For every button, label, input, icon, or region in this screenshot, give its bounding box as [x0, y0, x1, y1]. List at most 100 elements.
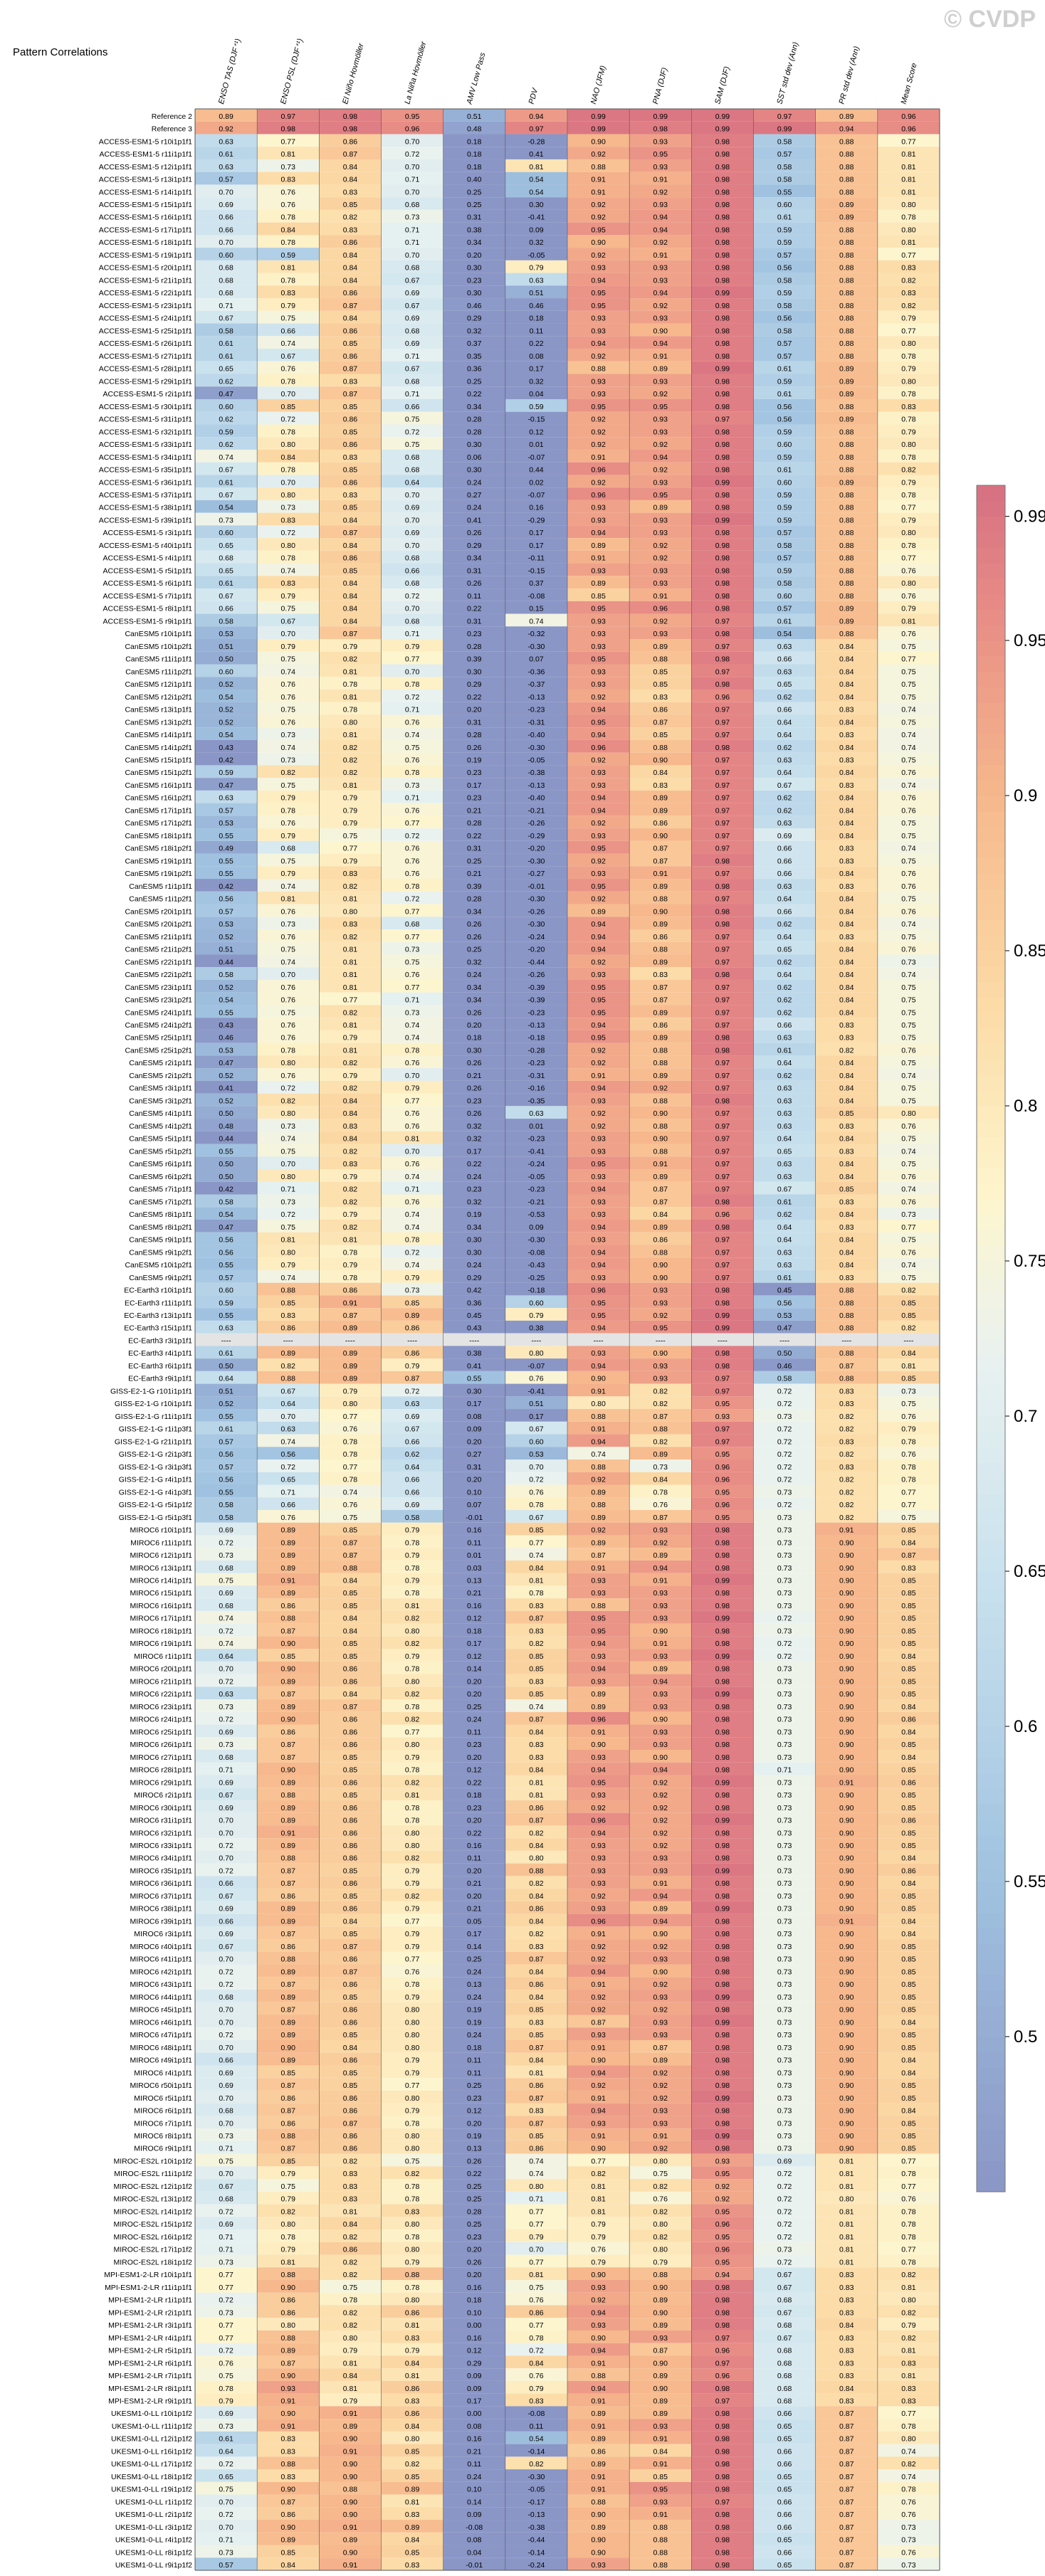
row-label: MIROC6 r23i1p1f1 [130, 1703, 192, 1711]
cell-value-label: 0.92 [653, 617, 668, 625]
cell-value-label: 0.91 [591, 453, 606, 462]
cell-value-label: 0.98 [715, 428, 730, 436]
cell-value-label: 0.78 [343, 1248, 358, 1257]
heatmap-cell [753, 109, 816, 122]
heatmap-cell [381, 639, 443, 652]
cell-value-label: 0.91 [591, 1930, 606, 1938]
cell-value-label: 0.90 [591, 2334, 606, 2343]
cell-value-label: 0.63 [777, 1160, 792, 1168]
cell-value-label: 0.99 [715, 1993, 730, 2002]
heatmap-cell [567, 260, 630, 273]
cell-value-label: 0.85 [343, 2069, 358, 2077]
cell-value-label: 0.77 [405, 933, 420, 941]
cell-value-label: 0.73 [777, 1716, 792, 1724]
cell-value-label: 0.79 [343, 857, 358, 865]
cell-value-label: 0.89 [839, 478, 854, 487]
cell-value-label: 0.98 [715, 566, 730, 575]
heatmap-cell [567, 462, 630, 475]
cell-value-label: 0.78 [281, 1046, 296, 1055]
cell-value-label: 0.58 [219, 1501, 233, 1509]
heatmap-cell [691, 248, 754, 260]
cell-value-label: 0.92 [591, 1804, 606, 1812]
colorbar-segment [977, 1726, 1005, 1743]
cell-value-label: 0.86 [529, 2308, 544, 2317]
colorbar-segment [977, 1602, 1005, 1618]
colorbar-segment [977, 1106, 1005, 1122]
cell-value-label: 0.83 [901, 264, 916, 273]
row-label: GISS-E2-1-G r1i1p3f1 [119, 1425, 192, 1434]
cell-value-label: 0.93 [653, 478, 668, 487]
cell-value-label: 0.76 [281, 680, 296, 689]
cell-value-label: 0.92 [591, 478, 606, 487]
heatmap-cell [691, 538, 754, 551]
cell-value-label: -0.38 [527, 2523, 545, 2532]
cell-value-label: 0.84 [901, 1703, 916, 1711]
cell-value-label: 0.46 [529, 302, 544, 310]
cell-value-label: 0.72 [219, 1716, 233, 1724]
cell-value-label: 0.86 [529, 1980, 544, 1989]
cell-value-label: 0.90 [653, 1716, 668, 1724]
cell-value-label: 0.91 [343, 1299, 358, 1307]
cell-value-label: 0.63 [777, 756, 792, 764]
cell-value-label: 0.80 [281, 542, 296, 550]
cell-value-label: 0.88 [591, 163, 606, 171]
cell-value-label: 0.71 [281, 1488, 296, 1496]
cell-value-label: 0.83 [839, 857, 854, 865]
heatmap-cell [257, 222, 320, 236]
cell-value-label: 0.70 [405, 491, 420, 500]
cell-value-label: 0.82 [343, 1008, 358, 1017]
cell-value-label: 0.71 [281, 1186, 296, 1194]
cell-value-label: 0.51 [219, 1387, 233, 1395]
row-label: Reference 3 [152, 125, 192, 134]
heatmap-cell [381, 386, 443, 399]
heatmap-cell [505, 424, 567, 438]
row-label: ACCESS-ESM1-5 r15i1p1f1 [99, 201, 192, 209]
column-header: NAO (JFM) [589, 65, 608, 105]
cell-value-label: 0.57 [777, 554, 792, 563]
cell-value-label: 0.72 [405, 428, 420, 436]
cell-value-label: 0.87 [281, 1753, 296, 1762]
heatmap-cell [257, 475, 320, 488]
heatmap-cell [381, 449, 443, 463]
cell-value-label: 0.79 [405, 1362, 420, 1371]
row-label: GISS-E2-1-G r4i1p3f1 [119, 1488, 192, 1496]
heatmap-cell [691, 386, 754, 399]
cell-value-label: 0.91 [653, 2435, 668, 2444]
cell-value-label: 0.84 [839, 920, 854, 929]
cell-value-label: 0.87 [839, 2460, 854, 2469]
cell-value-label: 0.79 [405, 1867, 420, 1875]
cell-value-label: 0.73 [777, 1817, 792, 1825]
colorbar-segment [977, 1121, 1005, 1138]
cell-value-label: 0.78 [281, 466, 296, 475]
cell-value-label: 0.12 [467, 2347, 482, 2355]
heatmap-cell [753, 449, 816, 463]
cell-value-label: 0.88 [839, 579, 854, 588]
heatmap-cell [877, 248, 940, 260]
cell-value-label: 0.82 [529, 1829, 544, 1837]
heatmap-cell [195, 398, 258, 412]
heatmap-cell [877, 563, 940, 576]
cell-value-label: 0.71 [219, 2246, 233, 2254]
cell-value-label: 0.92 [653, 390, 668, 398]
row-label: MIROC6 r20i1p1f1 [130, 1665, 192, 1674]
cell-value-label: 0.82 [343, 1084, 358, 1093]
cell-value-label: 0.85 [281, 403, 296, 411]
row-label: MIROC6 r2i1p1f1 [134, 1791, 192, 1800]
cell-value-label: 0.41 [467, 1362, 482, 1371]
cell-value-label: 0.85 [343, 1930, 358, 1938]
cell-value-label: 0.88 [343, 1564, 358, 1573]
cell-value-label: 0.98 [715, 1703, 730, 1711]
cell-value-label: 0.24 [467, 504, 482, 512]
cell-value-label: 0.87 [529, 2044, 544, 2052]
cell-value-label: 0.17 [467, 1400, 482, 1408]
cell-value-label: 0.60 [777, 478, 792, 487]
cell-value-label: 0.79 [591, 2233, 606, 2242]
cell-value-label: 0.58 [777, 1375, 792, 1383]
cell-value-label: 0.87 [281, 2107, 296, 2116]
cell-value-label: 0.77 [219, 2284, 233, 2292]
cell-value-label: 0.82 [343, 744, 358, 752]
heatmap-cell [381, 109, 443, 122]
cell-value-label: 0.76 [281, 933, 296, 941]
cell-value-label: 0.85 [343, 1652, 358, 1661]
cell-value-label: 0.26 [467, 933, 482, 941]
